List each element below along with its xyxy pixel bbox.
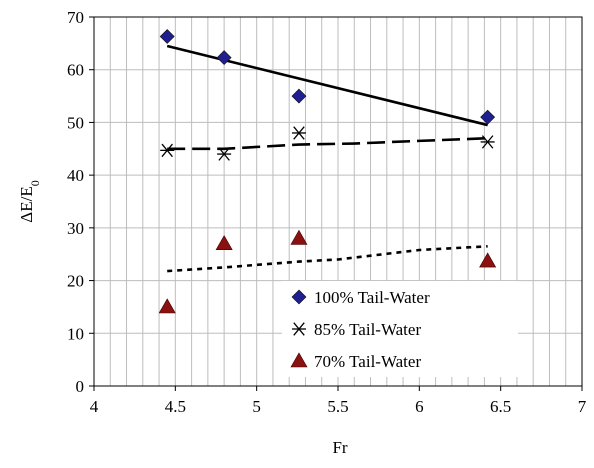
y-tick-label: 40	[67, 166, 84, 185]
y-axis-label-main: ΔE/E	[17, 186, 36, 222]
trend-line-series-3	[167, 245, 488, 273]
trend-lines	[166, 44, 488, 273]
y-tick-label: 60	[67, 61, 84, 80]
x-tick-label: 4.5	[165, 397, 186, 416]
data-point-series-3	[290, 229, 308, 245]
data-point-series-2-stroke	[481, 135, 494, 149]
x-tick-label: 6	[415, 397, 424, 416]
x-tick-label: 7	[578, 397, 587, 416]
data-point-series-2-stroke	[218, 147, 230, 161]
x-axis-label: Fr	[332, 438, 347, 457]
legend-label-series-3: 70% Tail-Water	[314, 352, 421, 371]
y-axis-label-subscript: 0	[28, 180, 42, 186]
legend: 100% Tail-Water 85% Tail-Water 70% Tail-Wa…	[282, 281, 518, 377]
legend-marker-series-2	[292, 322, 306, 336]
y-tick-label: 0	[76, 377, 85, 396]
y-tick-label: 50	[67, 113, 84, 132]
legend-marker-series-1	[291, 289, 307, 305]
data-point-series-2	[160, 143, 175, 158]
data-point-series-2	[291, 126, 306, 140]
axis-ticks: 0 10 20 30 40 50 60 70 4 4.5 5 5.5 6 6.5 7	[67, 8, 587, 416]
data-point-series-1	[159, 29, 175, 44]
y-tick-label: 20	[67, 272, 84, 291]
data-point-series-3	[479, 252, 497, 268]
y-axis-label: ΔE/E0	[17, 180, 42, 222]
data-point-series-2	[480, 135, 495, 149]
data-point-series-3	[215, 235, 233, 250]
data-point-series-3	[158, 298, 176, 314]
data-point-series-1	[216, 50, 232, 66]
x-tick-label: 6.5	[490, 397, 511, 416]
trend-line-series-1	[166, 44, 488, 127]
data-point-series-2	[217, 147, 232, 161]
y-tick-label: 10	[67, 324, 84, 343]
x-tick-label: 5.5	[327, 397, 348, 416]
legend-label-series-1: 100% Tail-Water	[314, 288, 430, 307]
legend-marker-series-3	[290, 352, 308, 368]
legend-marker-series-2-stroke	[293, 322, 305, 336]
data-point-series-2-stroke	[293, 126, 305, 140]
data-markers	[158, 29, 497, 314]
x-tick-label: 5	[252, 397, 261, 416]
y-tick-label: 30	[67, 219, 84, 238]
legend-label-series-2: 85% Tail-Water	[314, 320, 421, 339]
x-tick-label: 4	[90, 397, 99, 416]
y-tick-label: 70	[67, 8, 84, 27]
data-point-series-2-stroke	[161, 143, 173, 158]
data-point-series-1	[480, 109, 496, 125]
legend-items: 100% Tail-Water 85% Tail-Water 70% Tail-Wa…	[290, 288, 430, 371]
trend-line-series-2	[167, 136, 488, 151]
legend-box	[282, 281, 518, 377]
data-point-series-1	[291, 88, 307, 104]
